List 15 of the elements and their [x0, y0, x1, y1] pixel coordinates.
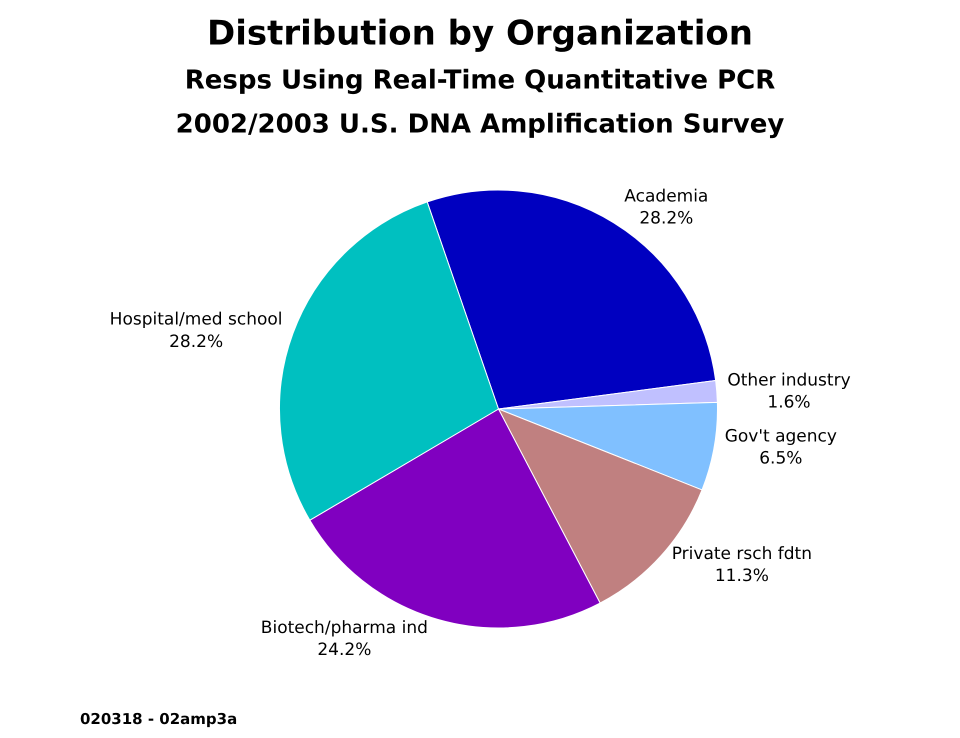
- slice-label: Hospital/med school: [110, 310, 282, 330]
- chart-title: Distribution by Organization: [207, 13, 753, 54]
- slice-label: Gov't agency: [724, 426, 837, 447]
- data-label: 6.5%: [759, 448, 802, 469]
- slice-label: Biotech/pharma ind: [260, 618, 428, 638]
- data-label: 28.2%: [169, 332, 224, 352]
- slice-label: Other industry: [727, 370, 851, 390]
- data-label: 24.2%: [317, 640, 372, 660]
- data-label: 28.2%: [639, 208, 694, 229]
- slice-label: Private rsch fdtn: [672, 544, 812, 564]
- text: 020318 - 02amp3a: [80, 710, 238, 728]
- chart-subtitle: Resps Using Real-Time Quantitative PCR 2002/2003 U.S. DNA Amplification Survey: [176, 65, 784, 140]
- data-label: 1.6%: [767, 392, 811, 412]
- data-label: 11.3%: [714, 566, 769, 586]
- slice-label: Academia: [624, 186, 708, 207]
